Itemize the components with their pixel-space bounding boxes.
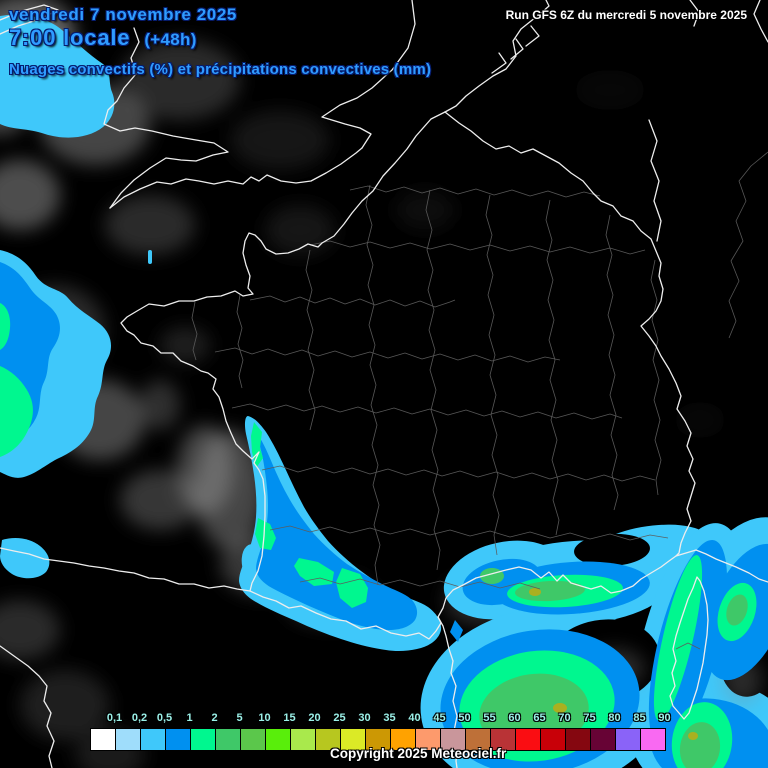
legend-swatch (591, 729, 615, 750)
header: vendredi 7 novembre 2025 7:00 locale (+48… (9, 4, 431, 78)
legend-swatch (141, 729, 165, 750)
legend-swatch (266, 729, 290, 750)
legend-swatch (466, 729, 490, 750)
legend-swatch (116, 729, 140, 750)
parameter-subtitle: Nuages convectifs (%) et précipitations … (9, 60, 432, 78)
time-text: 7:00 locale (9, 25, 131, 51)
legend-swatch (416, 729, 440, 750)
legend-label: 0,5 (156, 712, 173, 724)
coast-england-east (321, 0, 416, 149)
legend-swatch (216, 729, 240, 750)
legend-label: 5 (236, 712, 243, 724)
legend-label: 30 (358, 712, 371, 724)
coast-spain-north (0, 547, 251, 592)
legend-swatch (91, 729, 115, 750)
legend-label: 0,2 (131, 712, 148, 724)
legend-swatch (516, 729, 540, 750)
legend-swatch (366, 729, 390, 750)
legend-label: 60 (508, 712, 521, 724)
copyright-label: Copyright 2025 Meteociel.fr (330, 746, 507, 761)
legend-swatch (616, 729, 640, 750)
legend-label: 55 (483, 712, 496, 724)
legend-label: 0,1 (106, 712, 123, 724)
legend-swatch (641, 729, 665, 750)
legend-swatch (566, 729, 590, 750)
legend-label: 25 (333, 712, 346, 724)
legend-label: 10 (258, 712, 271, 724)
border-france-east (444, 111, 696, 557)
legend-swatch (241, 729, 265, 750)
coast-belgium-netherlands (444, 0, 550, 113)
coast-england-south (109, 147, 363, 209)
legend-swatch (191, 729, 215, 750)
legend-swatch (491, 729, 515, 750)
legend-label: 80 (608, 712, 621, 724)
legend-swatch (166, 729, 190, 750)
coast-wales (103, 27, 229, 209)
legend-label: 65 (533, 712, 546, 724)
legend-swatch (391, 729, 415, 750)
legend-swatch (316, 729, 340, 750)
border-spain-inland (0, 645, 55, 768)
legend-label: 85 (633, 712, 646, 724)
legend-label: 2 (211, 712, 218, 724)
time-label: 7:00 locale (+48h) (9, 25, 431, 51)
legend-swatch (291, 729, 315, 750)
legend-label: 90 (658, 712, 671, 724)
legend-swatches (90, 728, 666, 751)
legend-swatch (441, 729, 465, 750)
coast-france (120, 111, 768, 640)
legend-label: 15 (283, 712, 296, 724)
forecast-offset-label: (+48h) (144, 30, 197, 50)
legend-label: 45 (433, 712, 446, 724)
legend-label: 70 (558, 712, 571, 724)
coast-ireland (0, 4, 59, 35)
legend-label: 40 (408, 712, 421, 724)
border-rhine (648, 119, 662, 242)
legend-label: 35 (383, 712, 396, 724)
coast-germany-north (689, 0, 768, 43)
coast-corsica (669, 576, 709, 720)
legend-label: 50 (458, 712, 471, 724)
legend-label: 20 (308, 712, 321, 724)
legend-swatch (341, 729, 365, 750)
date-label: vendredi 7 novembre 2025 (9, 5, 237, 24)
model-run-label: Run GFS 6Z du mercredi 5 novembre 2025 (505, 8, 747, 22)
coast-dutch-islands (491, 25, 540, 74)
legend-label: 75 (583, 712, 596, 724)
legend-label: 1 (186, 712, 193, 724)
legend-labels: 0,1 0,2 0,5 1 2 5 10 15 20 25 30 35 40 45 50 55 60 65 70 75… (102, 712, 677, 724)
department-borders (191, 151, 768, 650)
legend-swatch (541, 729, 565, 750)
